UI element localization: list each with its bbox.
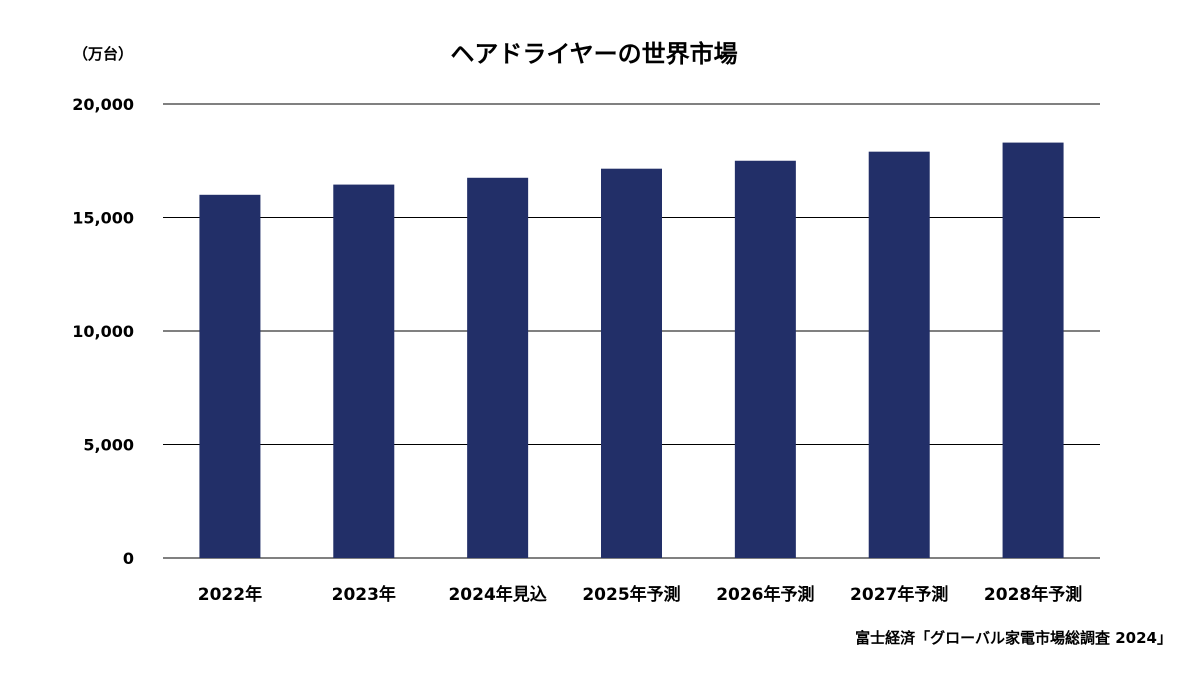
chart-title: ヘアドライヤーの世界市場 bbox=[450, 40, 737, 68]
y-tick-label: 5,000 bbox=[83, 436, 134, 455]
x-tick-label: 2023年 bbox=[332, 584, 396, 605]
bars bbox=[199, 142, 1064, 559]
x-tick-label: 2024年見込 bbox=[448, 584, 546, 605]
y-tick-label: 10,000 bbox=[72, 322, 134, 341]
bar bbox=[868, 151, 930, 559]
x-axis-ticks: 2022年 2023年 2024年見込 2025年予測 2026年予測 2027年予測 20… bbox=[198, 584, 1082, 605]
x-tick-label: 2025年予測 bbox=[582, 584, 680, 605]
y-axis-ticks: 0 5,000 10,000 15,000 20,000 bbox=[72, 95, 134, 568]
source-note: 富士経済「グローバル家電市場総調査 2024」 bbox=[855, 629, 1172, 647]
x-tick-label: 2027年予測 bbox=[850, 584, 948, 605]
bar bbox=[1002, 142, 1064, 558]
bar bbox=[333, 184, 395, 558]
x-tick-label: 2022年 bbox=[198, 584, 262, 605]
y-tick-label: 0 bbox=[123, 549, 134, 568]
bar bbox=[601, 168, 662, 558]
bar bbox=[199, 194, 261, 559]
bar bbox=[734, 160, 796, 558]
x-tick-label: 2026年予測 bbox=[716, 584, 814, 605]
x-tick-label: 2028年予測 bbox=[984, 584, 1082, 605]
y-tick-label: 20,000 bbox=[72, 95, 134, 114]
bar bbox=[467, 177, 529, 558]
y-tick-label: 15,000 bbox=[72, 209, 134, 228]
y-axis-unit-label: （万台） bbox=[73, 45, 133, 63]
